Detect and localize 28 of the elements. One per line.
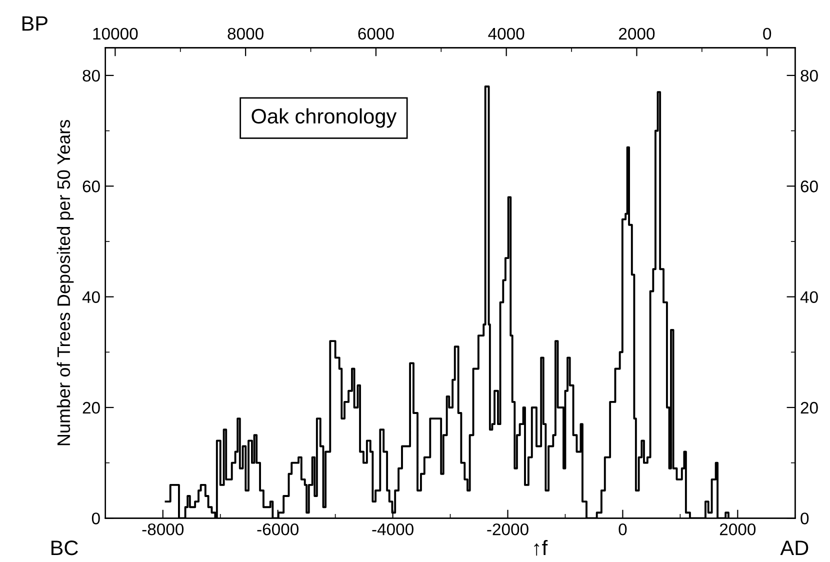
x2-tick-label: 4000	[488, 28, 524, 40]
y-tick-label: 60	[82, 180, 100, 192]
y-axis-title: Number of Trees Deposited per 50 Years	[56, 120, 74, 446]
x-tick-label: -4000	[372, 523, 414, 536]
text: BC	[52, 540, 78, 556]
text: ↑f	[534, 540, 548, 556]
annotation: Oak chronology	[252, 108, 397, 128]
x2-tick-label: 10000	[93, 28, 138, 40]
x2-tick-label: 8000	[228, 28, 264, 40]
x2-tick-label: 0	[763, 28, 772, 40]
x2-tick-label: 2000	[619, 28, 655, 40]
text: BP	[22, 16, 48, 31]
x2-tick-label: 6000	[358, 28, 394, 40]
x-tick-label: 2000	[720, 523, 756, 536]
y-tick-label: 20	[82, 402, 100, 414]
x-tick-label: -2000	[487, 523, 528, 536]
x-tick-label: 0	[618, 523, 627, 536]
x-tick-label: -6000	[257, 523, 299, 536]
y-tick-label: 0	[92, 512, 100, 524]
y2-tick-label: 60	[800, 180, 818, 192]
y2-tick-label: 40	[800, 291, 818, 304]
y2-tick-label: 20	[800, 402, 818, 414]
y2-tick-label: 0	[800, 512, 809, 524]
y-tick-label: 80	[82, 70, 100, 82]
y-tick-label: 40	[82, 291, 100, 304]
y2-tick-label: 80	[800, 70, 818, 82]
text: AD	[780, 540, 808, 556]
x-tick-label: -8000	[142, 523, 184, 536]
